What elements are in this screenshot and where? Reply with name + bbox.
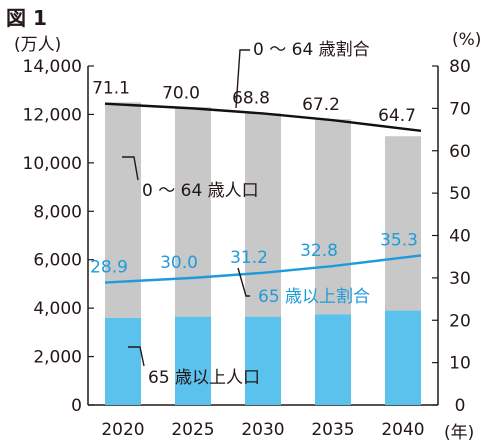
legend-young-ratio-leader (235, 49, 250, 109)
bar-elderly-2030 (245, 316, 281, 405)
right-axis-tick-label: 60 (449, 142, 471, 162)
legend-elderly-population: 65 歳以上人口 (148, 368, 260, 388)
left-axis-tick-label: 10,000 (23, 154, 82, 174)
elderly-ratio-line (104, 254, 422, 284)
legend-young-ratio: 0 ～ 64 歳割合 (253, 40, 370, 60)
left-axis-tick-label: 4,000 (33, 299, 82, 319)
young-ratio-label: 67.2 (302, 95, 340, 115)
left-axis-tick-label: 0 (71, 396, 82, 416)
x-axis-tick-label: 2030 (241, 420, 284, 440)
bar-elderly-2035 (315, 314, 351, 405)
young-ratio-label: 70.0 (162, 83, 200, 103)
young-ratio-label: 68.8 (232, 88, 270, 108)
elderly-ratio-label: 31.2 (230, 248, 268, 268)
right-axis-tick-label: 50 (449, 184, 471, 204)
right-axis-unit: (%) (452, 30, 482, 50)
bar-young-2030 (245, 113, 281, 317)
left-axis-unit: (万人) (14, 35, 62, 55)
young-ratio-label: 64.7 (378, 106, 416, 126)
legend-elderly-ratio: 65 歳以上割合 (258, 287, 370, 307)
bar-elderly-2020 (105, 317, 141, 405)
right-axis-tick-label: 10 (449, 354, 471, 374)
elderly-ratio-label: 32.8 (300, 241, 338, 261)
x-axis-tick-label: 2020 (101, 420, 144, 440)
left-axis-tick-label: 14,000 (23, 57, 82, 77)
elderly-ratio-label: 35.3 (380, 230, 418, 250)
right-axis-tick-label: 80 (449, 57, 471, 77)
bar-young-2025 (175, 107, 211, 317)
young-ratio-line (104, 102, 422, 133)
bar-elderly-2040 (385, 310, 421, 405)
x-axis-tick-label: 2025 (171, 420, 214, 440)
left-axis-tick-label: 2,000 (33, 348, 82, 368)
figure-title: 図 1 (6, 6, 47, 30)
right-axis-tick-label: 30 (449, 269, 471, 289)
bar-young-2040 (385, 136, 421, 311)
bar-young-2020 (105, 102, 141, 318)
bar-elderly-2025 (175, 316, 211, 405)
right-axis-tick-label: 0 (455, 396, 466, 416)
x-axis-unit: (年) (444, 423, 475, 443)
left-axis-tick-label: 6,000 (33, 251, 82, 271)
elderly-ratio-label: 28.9 (90, 258, 128, 278)
left-axis-tick-label: 12,000 (23, 105, 82, 125)
x-axis-tick-label: 2040 (381, 420, 424, 440)
legend-elderly-population-leader (128, 346, 145, 367)
left-axis-tick-label: 8,000 (33, 202, 82, 222)
legend-elderly-ratio-leader (237, 267, 250, 297)
bar-young-2035 (315, 119, 351, 315)
elderly-ratio-label: 30.0 (160, 253, 198, 273)
legend-young-population: 0 ～ 64 歳人口 (142, 181, 259, 201)
right-axis-tick-label: 70 (449, 99, 471, 119)
x-axis-tick-label: 2035 (311, 420, 354, 440)
right-axis-tick-label: 40 (449, 227, 471, 247)
right-axis-tick-label: 20 (449, 311, 471, 331)
young-ratio-label: 71.1 (92, 79, 130, 99)
legend-young-population-leader (122, 156, 139, 181)
